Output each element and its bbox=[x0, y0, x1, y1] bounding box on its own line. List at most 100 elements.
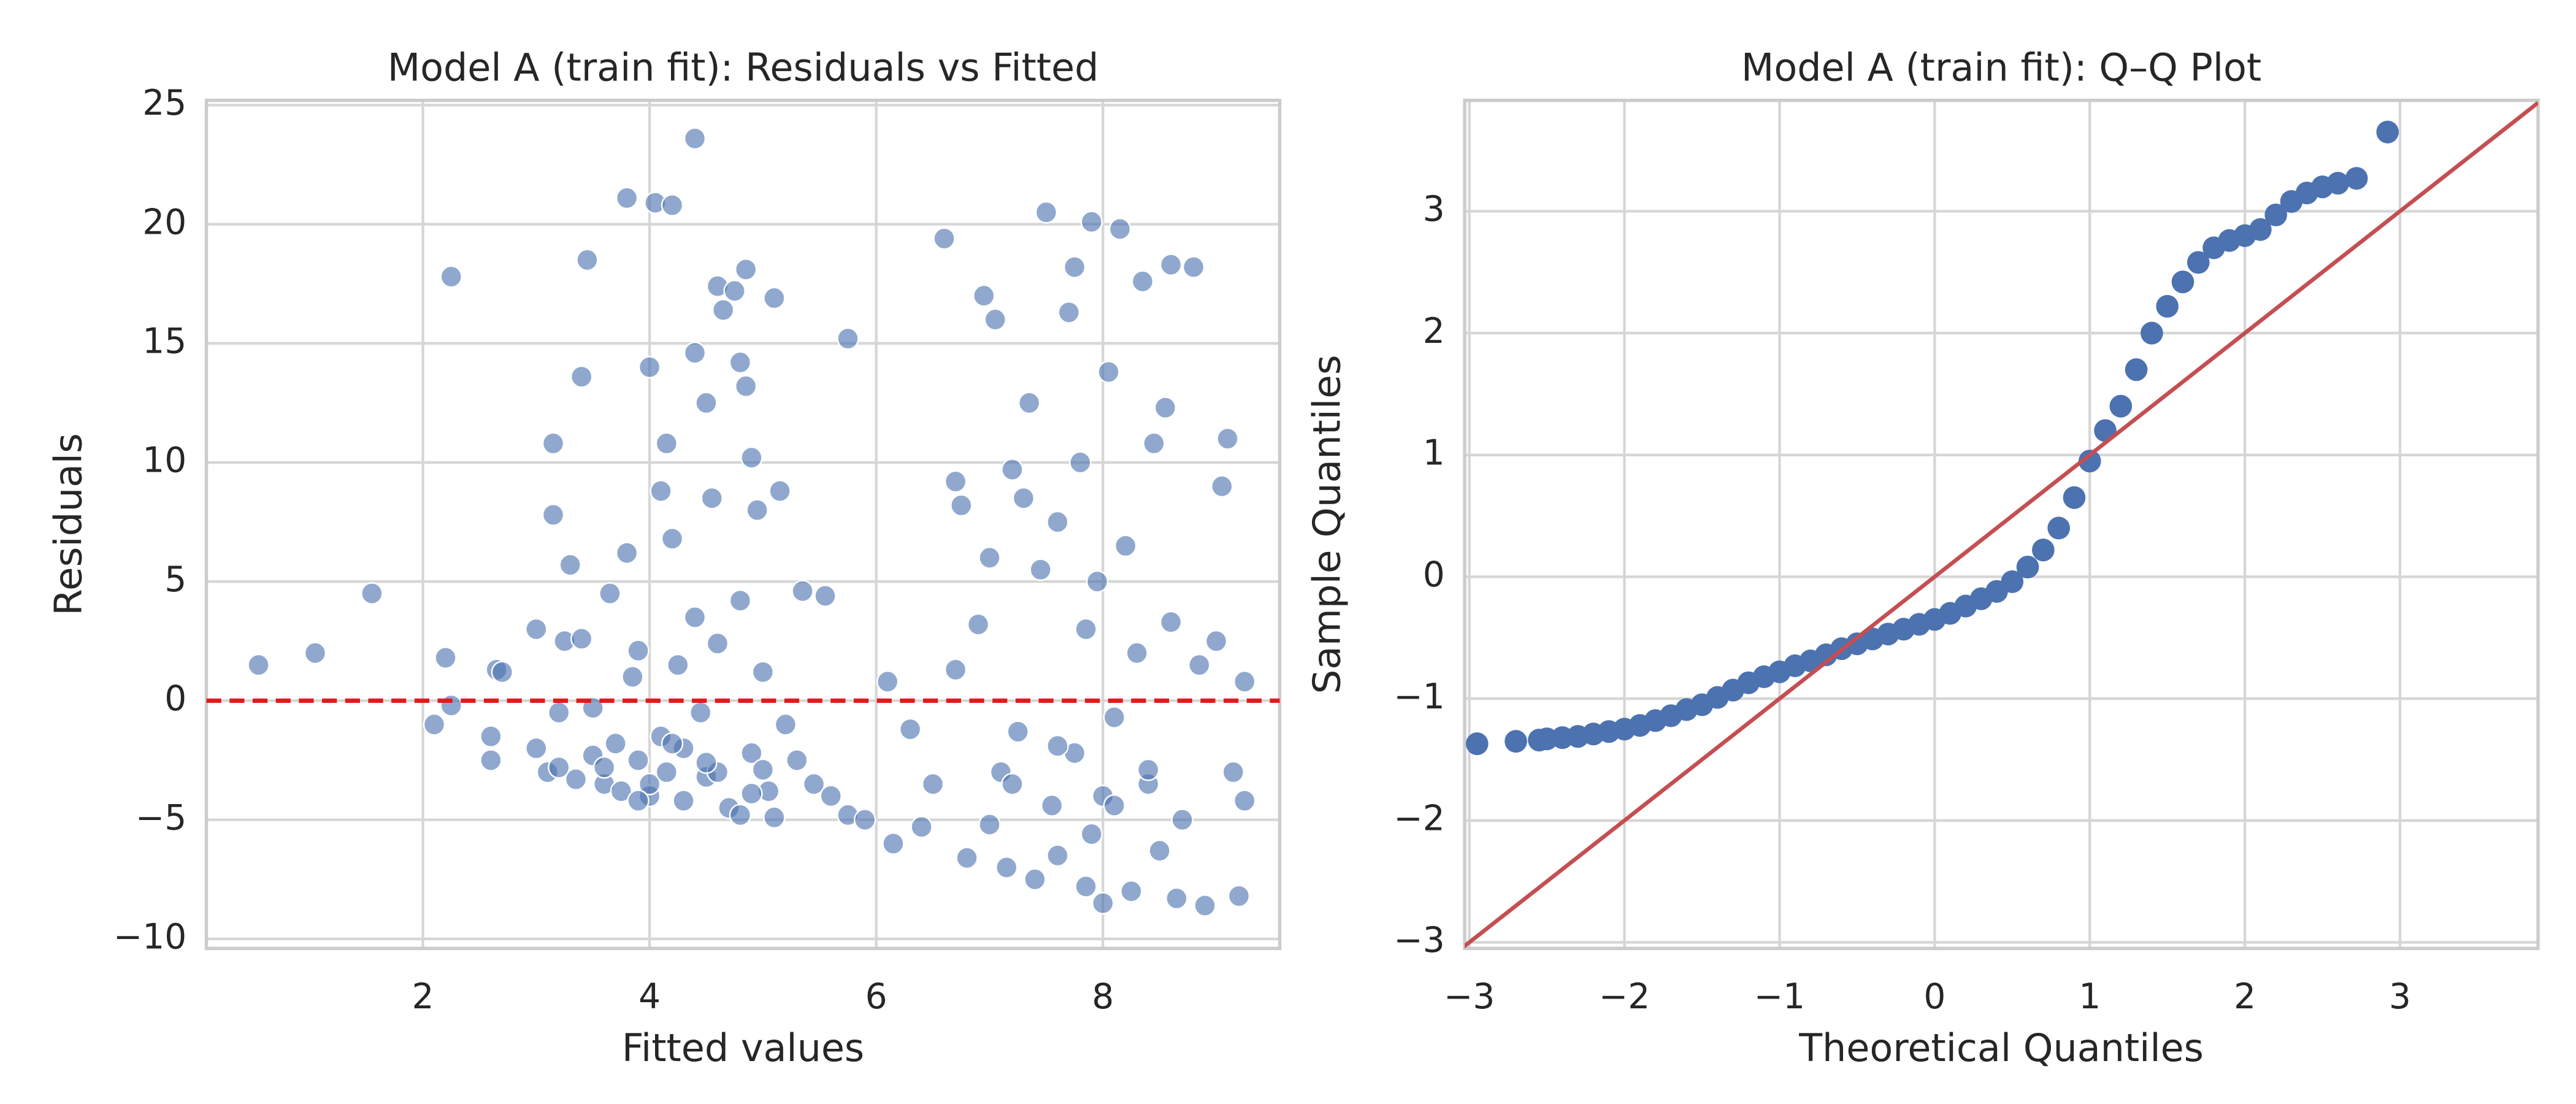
point bbox=[2264, 203, 2287, 226]
point bbox=[440, 265, 462, 288]
point bbox=[2125, 358, 2148, 381]
point bbox=[548, 756, 570, 779]
point bbox=[570, 627, 593, 650]
point bbox=[304, 642, 327, 665]
point bbox=[1097, 361, 1120, 383]
point bbox=[683, 127, 707, 150]
point bbox=[683, 606, 707, 629]
point bbox=[525, 618, 548, 641]
point bbox=[570, 365, 593, 388]
point bbox=[729, 351, 752, 374]
point bbox=[1018, 391, 1041, 415]
point bbox=[1131, 270, 1154, 293]
point bbox=[610, 780, 633, 803]
point bbox=[1137, 758, 1160, 781]
point bbox=[814, 585, 837, 607]
point bbox=[802, 772, 826, 795]
point bbox=[1216, 427, 1239, 450]
point bbox=[1194, 894, 1216, 917]
point bbox=[921, 772, 945, 795]
y-tick-label: 2 bbox=[1423, 310, 1445, 351]
point bbox=[2078, 450, 2101, 473]
point bbox=[638, 356, 661, 379]
point bbox=[1233, 789, 1256, 812]
axes-frame bbox=[1463, 98, 2540, 951]
x-tick-label: 4 bbox=[638, 976, 661, 1017]
point bbox=[984, 308, 1006, 331]
point bbox=[667, 653, 689, 677]
y-tick-label: 3 bbox=[1423, 189, 1445, 229]
point bbox=[899, 718, 922, 741]
point bbox=[1046, 734, 1069, 757]
y-tick-label: −2 bbox=[1393, 798, 1444, 838]
point bbox=[819, 784, 842, 808]
point bbox=[1029, 558, 1052, 581]
point bbox=[1227, 884, 1251, 908]
point bbox=[1114, 534, 1137, 558]
y-tick-label: −1 bbox=[1393, 676, 1444, 716]
point bbox=[2063, 486, 2086, 509]
point bbox=[700, 486, 723, 510]
point bbox=[910, 815, 933, 838]
point bbox=[1024, 868, 1046, 891]
point bbox=[548, 701, 570, 724]
point bbox=[1103, 706, 1125, 729]
point bbox=[627, 749, 650, 772]
y-axis-label: Sample Quantiles bbox=[1305, 355, 1349, 694]
x-tick-label: 2 bbox=[412, 976, 434, 1017]
point bbox=[882, 832, 905, 855]
point bbox=[627, 639, 650, 662]
point bbox=[1188, 653, 1211, 677]
point bbox=[621, 665, 644, 688]
point bbox=[661, 527, 684, 550]
point bbox=[1108, 217, 1132, 240]
point bbox=[1046, 510, 1069, 534]
point bbox=[615, 542, 638, 565]
point bbox=[423, 713, 446, 736]
panel: −3 −2 −1 0 1 2 3 −3 −2 −1 0 1 2 3 Model A (train fit):… bbox=[1305, 45, 2540, 1070]
x-axis-label: Theoretical Quantiles bbox=[1798, 1025, 2204, 1070]
y-tick-label: −10 bbox=[113, 916, 186, 957]
point bbox=[1006, 720, 1029, 743]
y-tick-label: 10 bbox=[142, 440, 186, 480]
point bbox=[661, 732, 684, 755]
point bbox=[786, 749, 808, 772]
point bbox=[2109, 394, 2133, 418]
point bbox=[576, 248, 599, 272]
point bbox=[763, 806, 786, 829]
point bbox=[695, 391, 718, 415]
point bbox=[592, 756, 616, 779]
point bbox=[1057, 301, 1080, 324]
y-tick-label: −5 bbox=[136, 797, 186, 838]
point bbox=[1143, 432, 1165, 455]
point bbox=[740, 742, 763, 765]
point bbox=[1148, 839, 1171, 862]
point bbox=[791, 580, 814, 603]
point bbox=[1001, 772, 1024, 795]
point bbox=[247, 653, 270, 677]
point bbox=[599, 582, 621, 605]
point bbox=[1120, 880, 1143, 903]
point bbox=[2171, 270, 2195, 294]
point bbox=[604, 732, 627, 755]
point bbox=[1080, 210, 1103, 234]
y-axis-label: Residuals bbox=[46, 433, 91, 616]
point bbox=[2249, 218, 2272, 241]
point bbox=[361, 582, 383, 605]
point bbox=[1080, 822, 1103, 846]
point bbox=[627, 789, 650, 812]
y-tick-label: 15 bbox=[142, 321, 186, 361]
point bbox=[751, 758, 775, 781]
point bbox=[1159, 253, 1183, 277]
point bbox=[2376, 120, 2399, 144]
point bbox=[763, 286, 786, 310]
point bbox=[2156, 294, 2179, 318]
point bbox=[1075, 618, 1097, 641]
point bbox=[1205, 629, 1228, 653]
point bbox=[1040, 794, 1064, 817]
point bbox=[1046, 844, 1069, 867]
point bbox=[978, 546, 1001, 569]
point bbox=[1092, 892, 1114, 914]
point bbox=[1233, 670, 1256, 693]
